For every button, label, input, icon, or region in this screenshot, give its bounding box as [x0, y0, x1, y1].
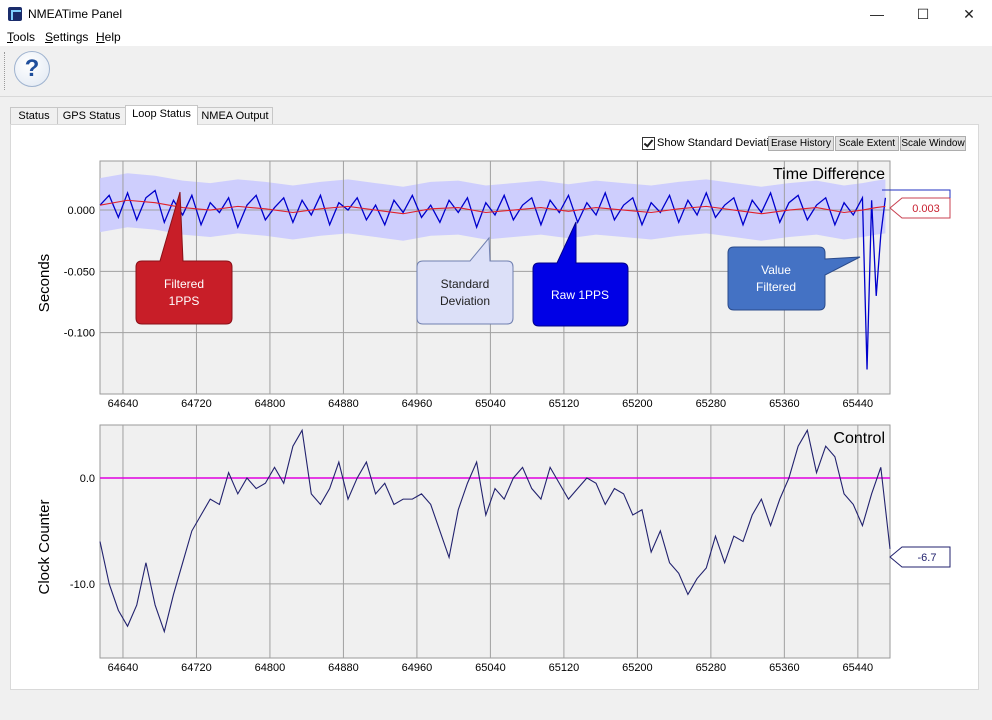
std-dev-band-layer	[100, 173, 886, 241]
menu-tools[interactable]: Tools	[7, 30, 35, 44]
x-tick-label: 64640	[108, 662, 139, 674]
x-tick-label: 64960	[402, 398, 433, 410]
value-readout-1-shape	[889, 197, 951, 219]
filtered-series-line	[99, 199, 886, 215]
menu-tools-key: T	[7, 30, 13, 44]
callout-filtered-line1: Filtered	[164, 277, 204, 291]
x-tick-label: 64720	[181, 398, 212, 410]
show-std-dev-checkbox[interactable]	[642, 137, 655, 150]
raw-series-line	[99, 189, 887, 370]
y-tick-label: -0.100	[64, 328, 95, 340]
x-tick-label: 65280	[696, 398, 727, 410]
y-tick-label: 0.0	[80, 473, 95, 485]
x-tick-label: 64880	[328, 662, 359, 674]
erase-history-button[interactable]: Erase History	[768, 136, 834, 151]
control-title: Control	[833, 430, 885, 447]
time-difference-x-ticks: 64640 64720 64800 64880 64960 65040 65120 65200…	[108, 398, 873, 410]
tab-gps-status[interactable]: GPS Status	[57, 107, 126, 124]
x-tick-label: 65440	[843, 662, 874, 674]
control-series	[99, 428, 891, 634]
scale-extent-button[interactable]: Scale Extent	[835, 136, 899, 151]
callout-stddev-line1: Standard	[441, 277, 490, 291]
callout-value-line1: Value	[761, 263, 791, 277]
x-tick-label: 64800	[255, 398, 286, 410]
x-tick-label: 65120	[549, 662, 580, 674]
callout-stddev-shape	[416, 236, 514, 325]
y-tick-label: -10.0	[70, 579, 95, 591]
x-tick-label: 65280	[696, 662, 727, 674]
x-tick-label: 64720	[181, 662, 212, 674]
menu-settings-key: S	[45, 30, 54, 44]
menu-tools-rest: ools	[13, 30, 36, 44]
x-tick-label: 65360	[769, 662, 800, 674]
x-tick-label: 64640	[108, 398, 139, 410]
time-difference-series	[99, 189, 887, 370]
control-series-line	[99, 428, 891, 634]
x-tick-label: 65040	[475, 398, 506, 410]
callout-filtered-shape	[135, 191, 233, 325]
show-std-dev-label: Show Standard Deviation	[657, 137, 782, 149]
close-button[interactable]: ✕	[963, 6, 975, 22]
tab-nmea-output[interactable]: NMEA Output	[197, 107, 273, 124]
callout-standard-deviation: Standard Deviation	[416, 236, 514, 325]
x-tick-label: 65200	[622, 398, 653, 410]
menu-help-key: H	[96, 30, 105, 44]
callout-raw-line1: Raw 1PPS	[551, 288, 609, 302]
control-x-ticks: 64640 64720 64800 64880 64960 65040 65120 65200…	[108, 662, 873, 674]
scale-window-button[interactable]: Scale Window	[900, 136, 966, 151]
app-icon	[8, 7, 22, 21]
callout-raw-1pps: Raw 1PPS	[532, 221, 629, 327]
y-tick-label: 0.000	[67, 205, 95, 217]
help-icon: ?	[24, 55, 40, 82]
x-tick-label: 65200	[622, 662, 653, 674]
menu-settings-rest: ettings	[53, 30, 89, 44]
callout-stddev-line2: Deviation	[440, 294, 490, 308]
callout-filtered-line2: 1PPS	[169, 294, 200, 308]
x-tick-label: 65440	[843, 398, 874, 410]
value-readout-2: -6.7	[889, 546, 951, 568]
value-readout-2-text: -6.7	[918, 552, 937, 564]
callout-value-line2: Filtered	[756, 280, 796, 294]
menu-help-rest: elp	[104, 30, 121, 44]
control-chart: Control Clock Counter 0.0 -10.0 64640 6472…	[36, 424, 951, 674]
x-tick-label: 64960	[402, 662, 433, 674]
x-tick-label: 65360	[769, 398, 800, 410]
menu-settings[interactable]: Settings	[45, 30, 88, 44]
status-bar	[0, 700, 992, 720]
control-ylabel: Clock Counter	[36, 499, 53, 594]
help-button[interactable]: ?	[14, 51, 50, 87]
std-dev-band	[100, 173, 886, 241]
menu-bar: Tools Settings Help	[0, 28, 992, 46]
y-tick-label: -0.050	[64, 266, 95, 278]
tab-loop-status[interactable]: Loop Status	[125, 105, 198, 125]
x-tick-label: 65040	[475, 662, 506, 674]
toolbar-grip[interactable]	[4, 52, 7, 90]
value-readout-2-shape	[889, 546, 951, 568]
value-readout-1-text: 0.003	[912, 203, 940, 215]
time-difference-chart: Time Difference Seconds 0.000 -0.050 -0.10…	[36, 160, 951, 410]
title-bar: NMEATime Panel — ☐ ✕	[0, 0, 992, 28]
x-tick-label: 64880	[328, 398, 359, 410]
callout-value-shape	[727, 246, 861, 311]
menu-help[interactable]: Help	[96, 30, 121, 44]
time-difference-title: Time Difference	[773, 166, 885, 183]
window-title: NMEATime Panel	[28, 7, 123, 21]
toolbar: ?	[0, 46, 992, 97]
x-tick-label: 65120	[549, 398, 580, 410]
callout-raw-shape	[532, 221, 629, 327]
time-difference-y-ticks: 0.000 -0.050 -0.100	[64, 205, 95, 340]
value-readout-1-raw-marker	[882, 189, 951, 198]
callout-value-filtered: Value Filtered	[727, 246, 861, 311]
control-y-ticks: 0.0 -10.0	[70, 473, 95, 591]
control-plot-area	[99, 424, 891, 659]
value-readout-1: 0.003	[882, 189, 951, 219]
minimize-button[interactable]: —	[870, 6, 884, 22]
maximize-button[interactable]: ☐	[916, 6, 930, 22]
time-difference-ylabel: Seconds	[36, 254, 53, 312]
x-tick-label: 64800	[255, 662, 286, 674]
callout-filtered-1pps: Filtered 1PPS	[135, 191, 233, 325]
